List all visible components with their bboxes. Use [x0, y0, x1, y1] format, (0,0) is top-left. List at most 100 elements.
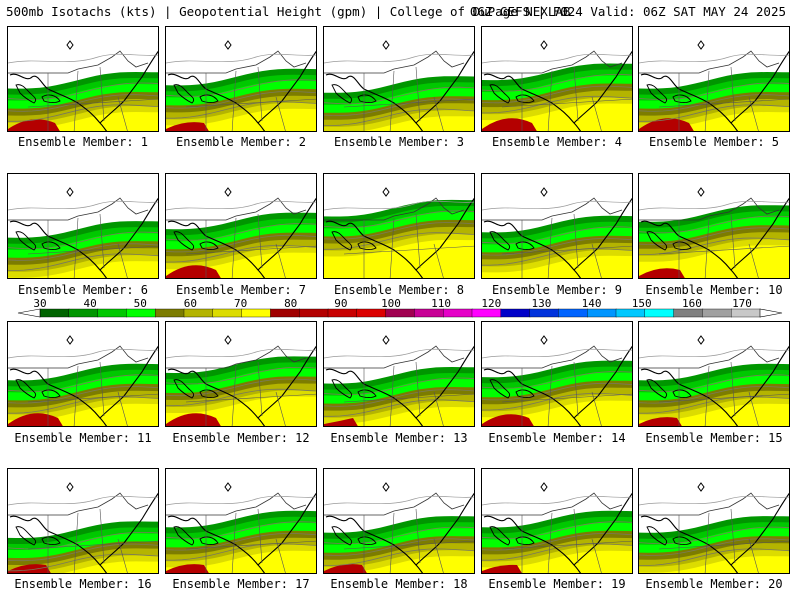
state-border: [389, 70, 395, 131]
colorbar-swatch: [97, 308, 128, 318]
member-map-panel: [481, 468, 633, 574]
height-contour: [639, 396, 789, 414]
height-contour: [324, 538, 474, 556]
colorbar-swatch: [558, 308, 588, 318]
state-border: [231, 70, 237, 131]
great-lake: [173, 231, 195, 251]
member-map-panel: [165, 173, 317, 279]
height-contour: [639, 386, 789, 404]
great-lake: [489, 379, 511, 399]
member-caption: Ensemble Member: 20: [645, 577, 783, 591]
colorbar-tick-label: 110: [431, 297, 451, 310]
state-border: [343, 540, 474, 550]
isotach-shading: [482, 255, 632, 278]
state-border: [73, 512, 79, 573]
height-contour: [324, 222, 474, 240]
great-lake: [489, 231, 511, 251]
height-contour: [8, 495, 158, 506]
coastline: [99, 50, 158, 124]
state-border: [573, 213, 579, 269]
state-border: [433, 243, 444, 278]
colorbar-swatch: [154, 308, 185, 318]
country-border: [639, 50, 780, 74]
state-border: [257, 66, 263, 122]
height-contour: [166, 388, 316, 407]
member-map: [324, 187, 474, 278]
member-map: [324, 482, 474, 573]
height-contour: [8, 200, 158, 211]
colorbar-swatch: [39, 308, 70, 318]
chart-header: 500mb Isotachs (kts) | Geopotential Heig…: [6, 2, 796, 22]
state-border: [433, 391, 444, 426]
state-border: [389, 512, 395, 573]
coastline: [325, 73, 424, 131]
height-contour: [324, 548, 474, 566]
height-contour: [482, 348, 632, 359]
height-contour: [639, 538, 789, 556]
member-caption: Ensemble Member: 14: [488, 431, 626, 445]
height-contour: [482, 248, 632, 266]
state-border: [27, 540, 158, 550]
height-contour: [8, 396, 158, 414]
height-contour: [639, 548, 789, 566]
country-border: [324, 492, 465, 516]
member-map: [166, 40, 316, 131]
coastline: [483, 73, 582, 131]
height-contour: [8, 253, 158, 271]
state-border: [730, 361, 736, 417]
great-lake: [15, 84, 37, 104]
state-border: [730, 213, 736, 269]
state-border: [185, 540, 316, 550]
height-contour: [8, 348, 158, 359]
jet-core-shading: [8, 413, 63, 426]
height-contour: [324, 210, 474, 228]
height-contour: [8, 53, 158, 64]
island-marker: [224, 335, 232, 345]
island-marker: [540, 482, 548, 492]
country-border: [482, 345, 623, 369]
member-caption: Ensemble Member: 10: [645, 283, 783, 297]
state-border: [433, 96, 444, 131]
state-border: [99, 66, 105, 122]
member-map: [639, 187, 789, 278]
coastline: [415, 50, 474, 124]
state-border: [748, 96, 759, 131]
height-contour: [166, 223, 316, 241]
colorbar-tick-label: 160: [682, 297, 702, 310]
state-border: [99, 213, 105, 269]
coastline: [167, 73, 266, 131]
height-contour: [166, 348, 316, 359]
jet-core-shading: [324, 564, 367, 573]
isotach-shading: [324, 407, 474, 426]
state-border: [748, 391, 759, 426]
island-marker: [224, 482, 232, 492]
height-contour: [639, 200, 789, 211]
member-caption: Ensemble Member: 2: [175, 135, 307, 149]
height-contour: [8, 231, 158, 250]
jet-core-shading: [166, 122, 209, 131]
state-border: [231, 512, 237, 573]
height-contour: [166, 200, 316, 211]
island-marker: [382, 335, 390, 345]
height-contour: [166, 495, 316, 506]
colorbar-swatch: [270, 308, 300, 318]
coastline: [99, 197, 158, 271]
colorbar-swatch: [241, 308, 272, 318]
colorbar-swatch: [212, 308, 243, 318]
island-marker: [382, 40, 390, 50]
coastline: [730, 492, 789, 566]
great-lake: [331, 84, 353, 104]
state-border: [27, 393, 158, 403]
height-contour: [482, 533, 632, 551]
height-contour: [482, 371, 632, 389]
isotach-shading: [8, 112, 158, 131]
coastline: [730, 197, 789, 271]
coastline: [9, 73, 108, 131]
height-contour: [324, 389, 474, 407]
member-map-panel: [323, 173, 475, 279]
jet-core-shading: [166, 413, 221, 426]
height-contour: [482, 53, 632, 64]
colorbar-tick-label: 100: [381, 297, 401, 310]
coastline: [257, 492, 316, 566]
state-border: [547, 217, 553, 278]
